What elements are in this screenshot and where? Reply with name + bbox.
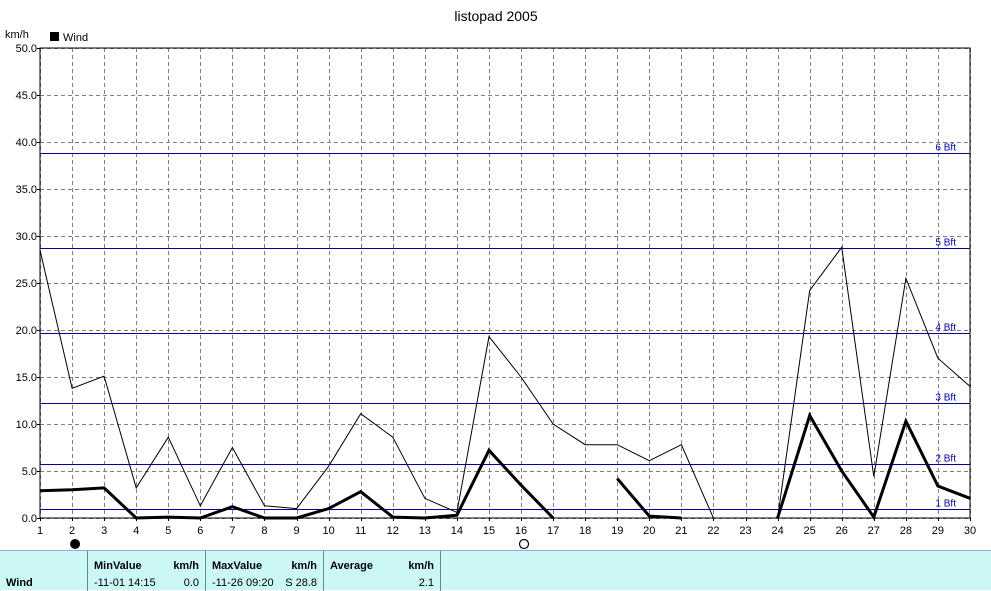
beaufort-label: 4 Bft — [935, 323, 956, 334]
y-tick-label: 35.0 — [16, 184, 37, 196]
beaufort-label: 2 Bft — [935, 454, 956, 465]
x-tick-label: 17 — [547, 525, 559, 537]
average-value: 2.1 — [418, 577, 434, 589]
x-tick-label: 12 — [387, 525, 399, 537]
x-axis-ticks: 1 2 3 4 5 6 7 8 9 10 11 12 13 14 15 16 17 18 19 20 21 22 23 24 2… — [37, 518, 976, 537]
series-line-average — [776, 411, 971, 521]
x-tick-label: 23 — [739, 525, 751, 537]
stats-row-label-cell: Wind — [0, 551, 88, 591]
beaufort-label: 5 Bft — [935, 238, 956, 249]
y-tick-label: 0.0 — [22, 513, 37, 525]
beaufort-label: 3 Bft — [935, 393, 956, 404]
x-tick-label: 21 — [675, 525, 687, 537]
x-tick-label: 16 — [515, 525, 527, 537]
x-tick-label: 13 — [419, 525, 431, 537]
min-time: -11-01 14:15 — [94, 577, 156, 589]
max-header: MaxValue — [212, 560, 263, 572]
x-tick-label: 7 — [229, 525, 235, 537]
average-unit: km/h — [408, 560, 434, 572]
y-tick-label: 45.0 — [16, 90, 37, 102]
x-tick-label: 2 — [69, 525, 75, 537]
min-header: MinValue — [94, 560, 142, 572]
legend-swatch — [50, 32, 59, 41]
grid-lines — [40, 48, 971, 519]
y-tick-label: 15.0 — [16, 372, 37, 384]
series-line-average — [616, 477, 682, 520]
full-moon-icon — [518, 538, 530, 550]
stats-table: Wind MinValue km/h -11-01 14:15 0.0 MaxV… — [0, 550, 991, 591]
max-time: -11-26 09:20 — [212, 577, 274, 589]
x-tick-label: 9 — [293, 525, 299, 537]
x-tick-label: 22 — [707, 525, 719, 537]
x-tick-label: 30 — [964, 525, 976, 537]
y-tick-label: 40.0 — [16, 137, 37, 149]
moon-phase-markers — [70, 538, 530, 550]
x-tick-label: 3 — [101, 525, 107, 537]
beaufort-reference-lines: 1 Bft 2 Bft 3 Bft 4 Bft 5 Bft 6 Bft — [40, 143, 970, 510]
x-tick-label: 27 — [868, 525, 880, 537]
x-tick-label: 15 — [483, 525, 495, 537]
chart-title: listopad 2005 — [454, 8, 538, 24]
y-axis-ticks: 0.0 5.0 10.0 15.0 20.0 25.0 30.0 35.0 40.0 45.0 50… — [16, 43, 40, 525]
wind-chart: listopad 2005 km/h Wind 1 Bft 2 Bft 3 Bft 4… — [5, 8, 976, 550]
x-tick-label: 24 — [771, 525, 783, 537]
min-value: 0.0 — [183, 577, 199, 589]
y-tick-label: 10.0 — [16, 419, 37, 431]
max-cell: MaxValue km/h -11-26 09:20 S 28.8 — [206, 551, 324, 591]
y-tick-label: 5.0 — [22, 466, 37, 478]
average-header: Average — [330, 560, 374, 572]
beaufort-label: 6 Bft — [935, 143, 956, 154]
x-tick-label: 28 — [900, 525, 912, 537]
moon-phase-fill — [71, 539, 80, 549]
stats-row-label: Wind — [6, 577, 33, 589]
y-tick-label: 25.0 — [16, 278, 37, 290]
x-tick-label: 14 — [451, 525, 463, 537]
x-tick-label: 20 — [643, 525, 655, 537]
max-value: S 28.8 — [285, 577, 317, 589]
x-tick-label: 4 — [133, 525, 139, 537]
y-tick-label: 30.0 — [16, 231, 37, 243]
x-tick-label: 5 — [165, 525, 171, 537]
x-tick-label: 25 — [804, 525, 816, 537]
x-tick-label: 6 — [197, 525, 203, 537]
data-series — [39, 246, 971, 521]
min-cell: MinValue km/h -11-01 14:15 0.0 — [88, 551, 206, 591]
legend-label: Wind — [63, 32, 88, 44]
y-tick-label: 20.0 — [16, 325, 37, 337]
y-tick-label: 50.0 — [16, 43, 37, 55]
x-tick-label: 1 — [37, 525, 43, 537]
x-tick-label: 26 — [836, 525, 848, 537]
x-tick-label: 10 — [322, 525, 334, 537]
max-unit: km/h — [291, 560, 317, 572]
x-tick-label: 18 — [579, 525, 591, 537]
x-tick-label: 8 — [261, 525, 267, 537]
beaufort-label: 1 Bft — [935, 499, 956, 510]
series-line-max — [39, 246, 971, 519]
average-cell: Average km/h 2.1 — [324, 551, 441, 591]
min-unit: km/h — [173, 560, 199, 572]
x-tick-label: 11 — [355, 525, 366, 537]
x-tick-label: 19 — [611, 525, 623, 537]
x-tick-label: 29 — [932, 525, 944, 537]
y-axis-unit-label: km/h — [5, 29, 29, 41]
